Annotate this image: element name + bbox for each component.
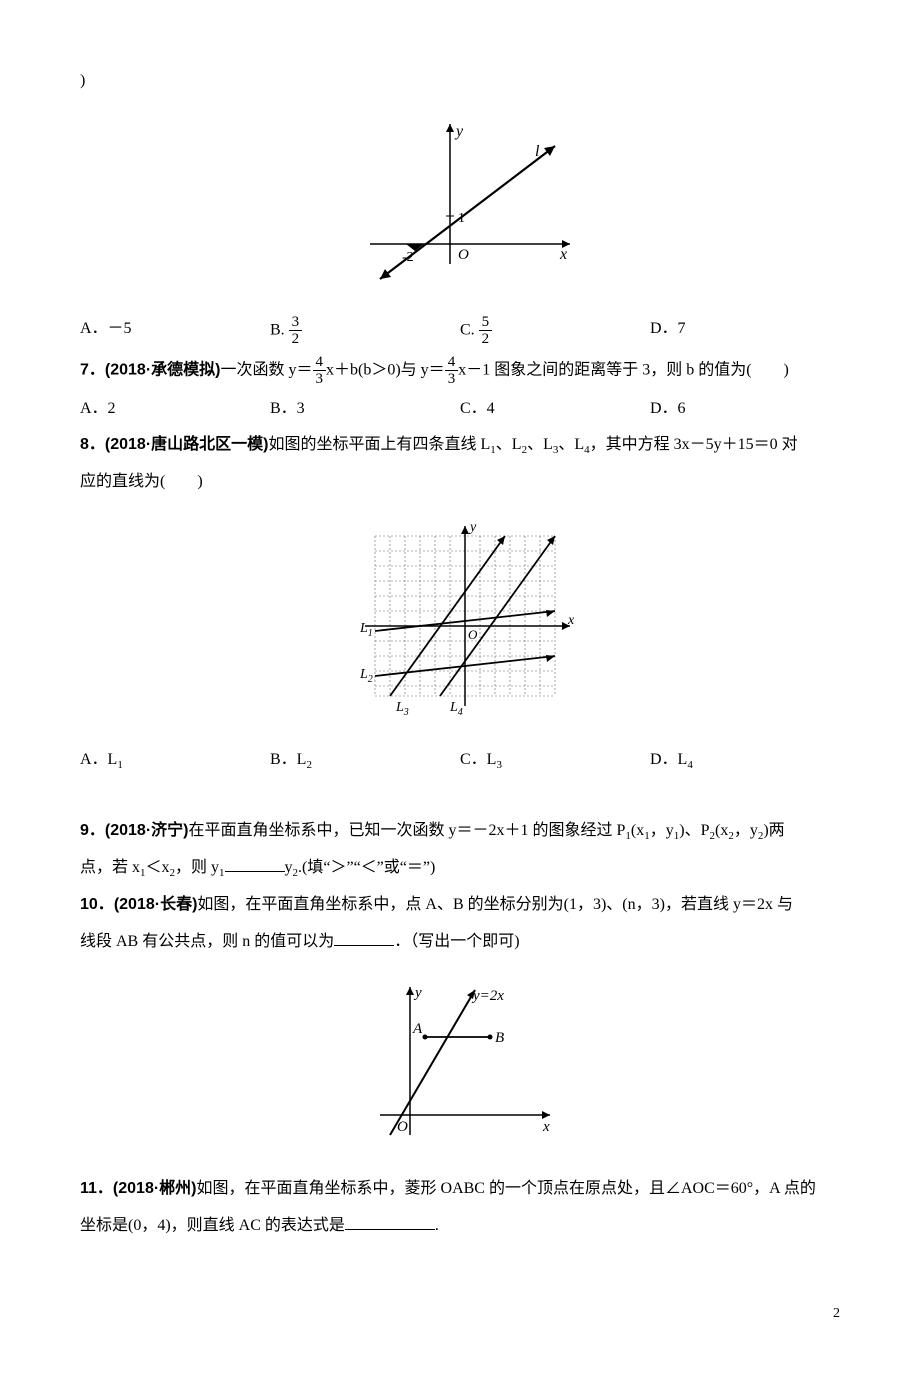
svg-text:O: O: [458, 247, 469, 263]
svg-text:O: O: [397, 1119, 408, 1135]
svg-text:L1: L1: [359, 621, 373, 639]
q8-choice-b: B．L2: [270, 745, 460, 776]
q6-choice-c: C. 52: [460, 314, 650, 348]
svg-text:-2: -2: [402, 250, 414, 265]
q7-choices: A．2 B．3 C．4 D．6: [80, 394, 840, 424]
q11-line2: 坐标是(0，4)，则直线 AC 的表达式是.: [80, 1211, 840, 1241]
svg-text:A: A: [412, 1021, 423, 1037]
q7-choice-c: C．4: [460, 394, 650, 424]
svg-text:B: B: [495, 1030, 504, 1046]
q6-choice-b: B. 32: [270, 314, 460, 348]
svg-text:y: y: [468, 520, 477, 535]
svg-text:x: x: [542, 1119, 550, 1135]
q7-choice-a: A．2: [80, 394, 270, 424]
q9-text: 9．(2018·济宁)在平面直角坐标系中，已知一次函数 y＝－2x＋1 的图象经…: [80, 816, 840, 847]
q11-blank: [345, 1213, 435, 1230]
svg-text:L4: L4: [449, 700, 463, 716]
q8-line2: 应的直线为( ): [80, 467, 840, 497]
svg-text:y=2x: y=2x: [471, 988, 504, 1004]
svg-text:x: x: [567, 613, 575, 628]
q11-text: 11．(2018·郴州)如图，在平面直角坐标系中，菱形 OABC 的一个顶点在原…: [80, 1174, 840, 1204]
svg-text:y: y: [454, 123, 464, 140]
q10-text: 10．(2018·长春)如图，在平面直角坐标系中，点 A、B 的坐标分别为(1，…: [80, 890, 840, 920]
q7-choice-d: D．6: [650, 394, 840, 424]
q8-text: 8．(2018·唐山路北区一模)如图的坐标平面上有四条直线 L1、L2、L3、L…: [80, 430, 840, 461]
orphan-paren: ): [80, 66, 840, 96]
svg-text:l: l: [535, 143, 540, 160]
svg-text:O: O: [468, 627, 478, 642]
q9-line2: 点，若 x1＜x2，则 y1y2.(填“＞”“＜”或“＝”): [80, 853, 840, 884]
q10-line2: 线段 AB 有公共点，则 n 的值可以为．（写出一个即可): [80, 927, 840, 957]
q6-choices: A．－5 B. 32 C. 52 D．7: [80, 314, 840, 348]
q6-choice-a: A．－5: [80, 314, 270, 348]
svg-text:1: 1: [458, 211, 465, 226]
q8-choice-c: C．L3: [460, 745, 650, 776]
q8-choice-d: D．L4: [650, 745, 840, 776]
q8-choice-a: A．L1: [80, 745, 270, 776]
svg-text:L3: L3: [395, 700, 409, 716]
q6-choice-d: D．7: [650, 314, 840, 348]
q10-figure: y x O A B y=2x: [80, 975, 840, 1156]
q7-choice-b: B．3: [270, 394, 460, 424]
q8-figure: y x O L1 L2 L3 L4: [80, 516, 840, 727]
page-number: 2: [80, 1301, 840, 1328]
q6-figure: y x l O 1 -2: [80, 114, 840, 295]
q8-choices: A．L1 B．L2 C．L3 D．L4: [80, 745, 840, 776]
svg-text:L2: L2: [359, 667, 373, 685]
q9-blank: [225, 855, 285, 872]
q7-text: 7．(2018·承德模拟)一次函数 y＝43x＋b(b＞0)与 y＝43x－1 …: [80, 354, 840, 388]
svg-text:y: y: [413, 985, 422, 1001]
q10-blank: [334, 929, 394, 946]
svg-text:x: x: [559, 246, 567, 263]
